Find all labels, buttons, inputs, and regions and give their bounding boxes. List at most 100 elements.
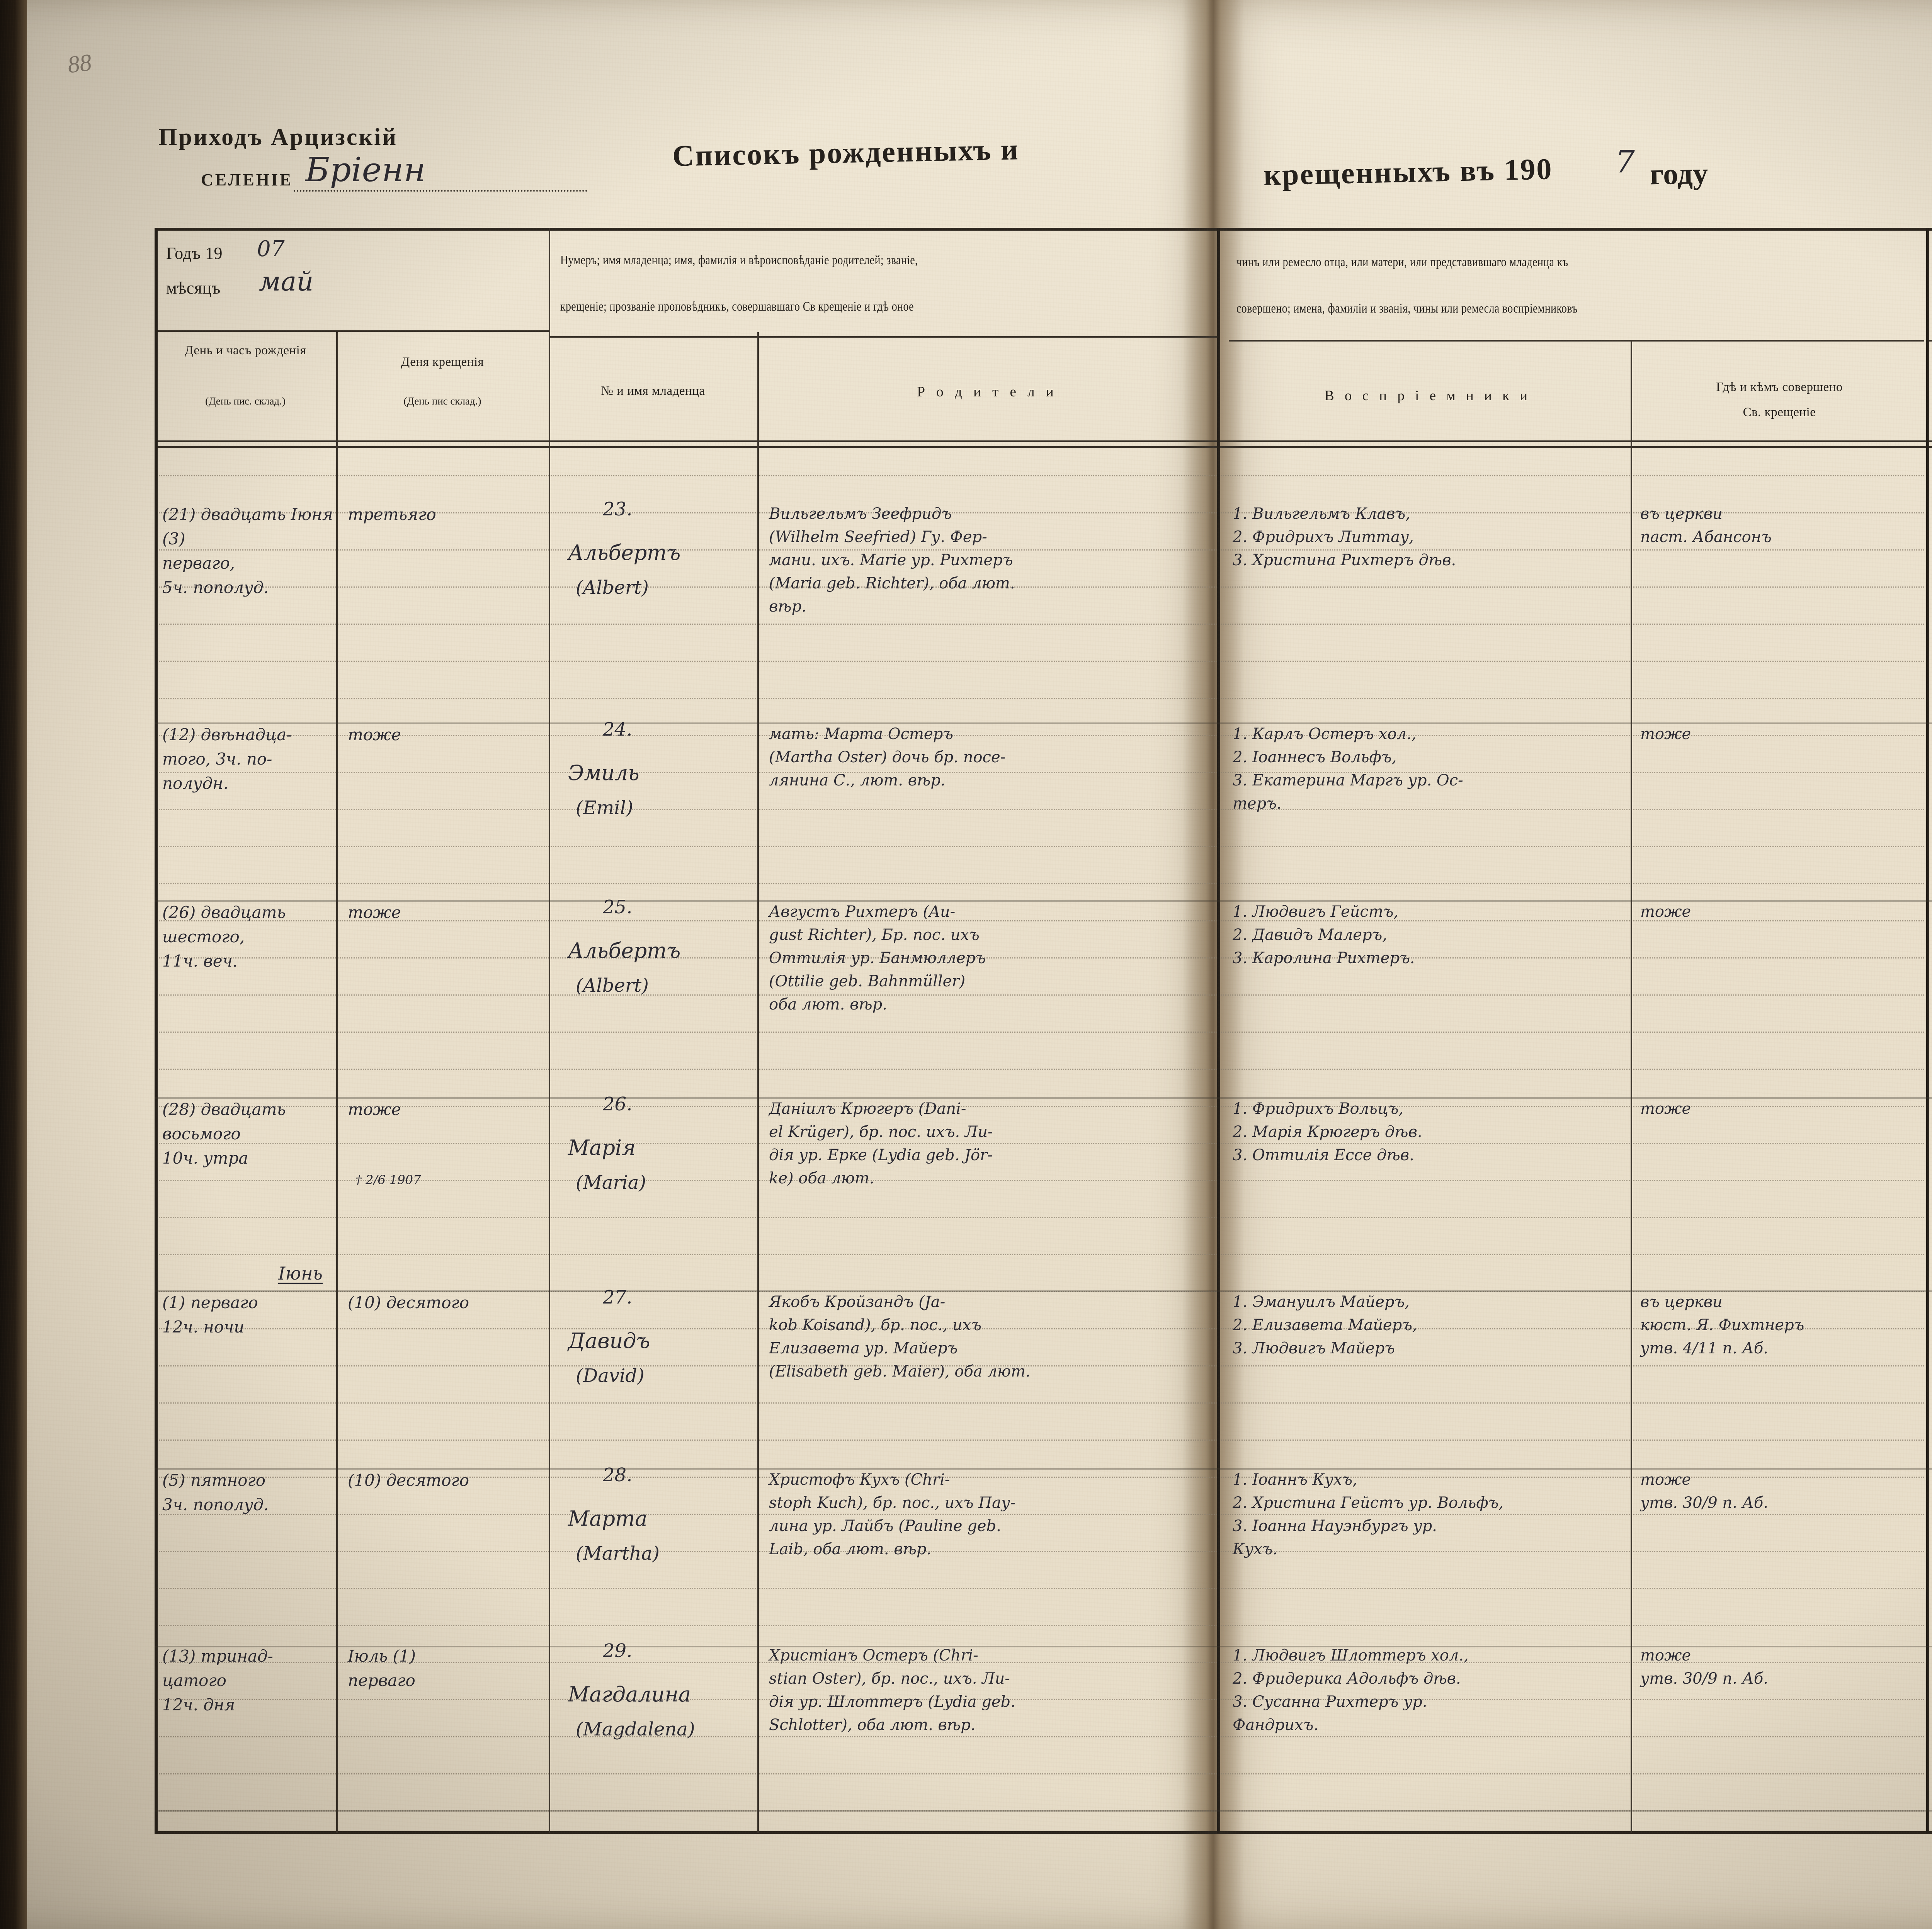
month-value: май	[259, 267, 314, 297]
rule-line	[156, 661, 1924, 662]
col-div-parents-sponsors	[1217, 228, 1220, 1833]
rule-line	[156, 549, 1924, 551]
column-where-by-whom-2: Св. крещеніе	[1743, 405, 1816, 419]
col-div-number-parents	[757, 332, 759, 1833]
row-number: 23.	[603, 498, 633, 520]
rule-line	[156, 1106, 1924, 1107]
row-infant-name-de: (Albert)	[576, 577, 649, 598]
left-book-edge	[0, 0, 27, 1929]
row-baptism-place: тоже	[1640, 903, 1691, 921]
row-baptism-date: (10) десятого	[348, 1293, 469, 1312]
column-birth-day-hour-sub: (День пис. склад.)	[205, 395, 286, 407]
row-parents: Христіанъ Остеръ (Chri- stian Oster), бр…	[769, 1647, 1015, 1734]
row-separator	[155, 900, 1932, 902]
row-baptism-place: въ церкви кюст. Я. Фихтнеръ утв. 4/11 п.…	[1640, 1293, 1804, 1357]
column-sponsor-block-line2: совершено; имена, фамиліи и званія, чины…	[1236, 301, 1578, 316]
row-number: 27.	[603, 1287, 633, 1308]
village-rule	[294, 190, 587, 192]
rule-line	[156, 1217, 1924, 1218]
row-number: 28.	[603, 1464, 633, 1486]
folio-left: 88	[66, 49, 93, 78]
village-value: Брiенн	[305, 151, 426, 189]
subheader-bottom-rule-2	[155, 446, 1932, 448]
row-baptism-place: тоже	[1640, 1100, 1691, 1118]
column-sponsor-block-line1: чинъ или ремесло отца, или матери, или п…	[1236, 255, 1568, 269]
row-sponsors: 1. Карлъ Остеръ хол., 2. Іоаннесъ Вольфъ…	[1233, 725, 1463, 812]
rule-line	[156, 846, 1924, 847]
rule-line	[156, 1365, 1924, 1366]
row-number: 24.	[603, 719, 633, 740]
row-sponsors: 1. Вильгельмъ Клавъ, 2. Фридрихъ Литтау,…	[1233, 505, 1456, 569]
row-baptism-date: тоже	[348, 903, 401, 922]
subheader-bottom-rule	[155, 440, 1932, 442]
rule-line	[156, 1477, 1924, 1478]
row-infant-name-de: (David)	[576, 1365, 645, 1387]
row-birth-datetime: (1) перваго 12ч. ночи	[162, 1293, 258, 1336]
row-birth-datetime: (13) тринад- цатого 12ч. дня	[162, 1647, 273, 1714]
row-baptism-place: тоже утв. 30/9 п. Аб.	[1640, 1647, 1768, 1688]
row-birth-datetime: (26) двадцать шестого, 11ч. веч.	[162, 903, 286, 970]
register-title-right: крещенныхъ въ 190	[1263, 152, 1553, 192]
column-infant-block-line1: Нумеръ; имя младенца; имя, фамилія и вѣр…	[560, 253, 918, 267]
row-infant-name-ru: Магдалина	[568, 1682, 691, 1706]
row-sponsors: 1. Эмануилъ Майеръ, 2. Елизавета Майеръ,…	[1233, 1293, 1417, 1357]
column-baptism-day-sub: (День пис склад.)	[403, 395, 481, 407]
row-separator	[155, 1646, 1932, 1647]
sponsor-subhead-rule	[1229, 340, 1924, 342]
row-number: 25.	[603, 896, 633, 918]
rule-line	[156, 1514, 1924, 1515]
rule-line	[156, 1699, 1924, 1700]
rule-line	[156, 957, 1924, 959]
row-baptism-place: тоже	[1640, 725, 1691, 743]
row-infant-name-de: (Maria)	[576, 1172, 646, 1193]
row-sponsors: 1. Фридрихъ Вольцъ, 2. Марія Крюгеръ дѣв…	[1233, 1100, 1422, 1164]
rule-line	[156, 883, 1924, 884]
rule-line	[156, 809, 1924, 810]
register-title-year-suffix: году	[1650, 156, 1709, 191]
period-divider-rule	[155, 330, 549, 332]
rule-line	[156, 735, 1924, 736]
table-bottom-rule	[155, 1831, 1932, 1834]
row-parents: Якобъ Кройзандъ (Ja- kob Koisand), бр. п…	[769, 1293, 1031, 1380]
column-sponsors: В о с п р і е м н и к и	[1324, 388, 1531, 404]
row-infant-name-de: (Magdalena)	[576, 1718, 695, 1740]
row-infant-name-de: (Emil)	[576, 797, 633, 819]
register-title-left: Списокъ рожденныхъ и	[672, 132, 1020, 173]
rule-line	[156, 1810, 1924, 1812]
row-separator	[155, 722, 1932, 724]
month-label: мѣсяцъ	[166, 279, 221, 297]
rule-line	[156, 1662, 1924, 1663]
column-number-and-name: № и имя младенца	[601, 384, 705, 398]
row-parents: мать: Марта Остеръ (Martha Oster) дочь б…	[769, 725, 1006, 789]
row-separator	[155, 1097, 1932, 1099]
rule-line	[156, 1291, 1924, 1292]
rule-line	[156, 698, 1924, 699]
row-separator	[155, 1810, 1932, 1812]
infant-subhead-rule	[549, 336, 1217, 338]
column-baptism-day: Деня крещенія	[401, 355, 484, 369]
rule-line	[156, 1069, 1924, 1070]
col-div-baptism-number	[549, 228, 550, 1833]
row-number: 29.	[603, 1640, 633, 1662]
rule-line	[156, 512, 1924, 513]
year-label: Годъ 19	[166, 244, 223, 263]
rule-line	[156, 624, 1924, 625]
row-infant-name-ru: Альбертъ	[568, 540, 681, 565]
row-birth-month-marker: Іюнь	[278, 1263, 323, 1284]
row-parents: Христофъ Кухъ (Chri- stoph Kuch), бр. по…	[769, 1471, 1015, 1558]
col-div-place-stats	[1926, 228, 1929, 1833]
village-label: СЕЛЕНIЕ	[201, 170, 293, 189]
rule-line	[156, 475, 1924, 476]
row-baptism-date: тоже	[348, 1100, 401, 1119]
col-div-birth-baptism	[336, 332, 338, 1833]
row-sponsors: 1. Людвигъ Шлоттеръ хол., 2. Фридерика А…	[1233, 1647, 1469, 1734]
right-leaf	[1209, 0, 1932, 1929]
parish-label: Приходъ Арцизскiй	[158, 124, 398, 150]
stats-subhead-rule	[1928, 340, 1932, 342]
row-baptism-date: тоже	[348, 725, 401, 744]
rule-line	[156, 1773, 1924, 1774]
row-number: 26.	[603, 1093, 633, 1115]
row-infant-name-de: (Martha)	[576, 1543, 660, 1564]
row-parents: Августъ Рихтеръ (Au- gust Richter), Бр. …	[769, 903, 986, 1013]
table-top-rule	[155, 228, 1932, 231]
